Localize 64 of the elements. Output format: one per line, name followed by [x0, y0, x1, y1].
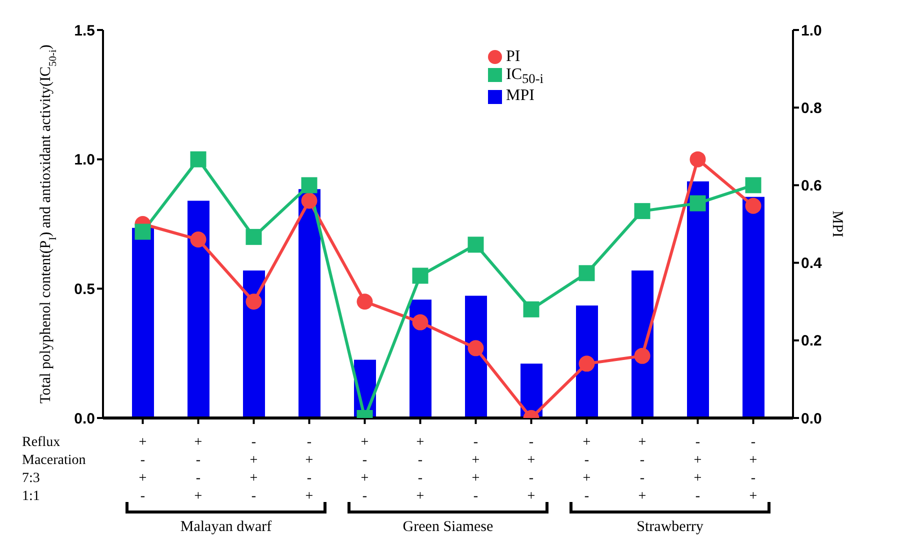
bar — [410, 300, 432, 418]
point — [356, 294, 373, 310]
legend-label: PI — [506, 48, 520, 65]
point — [578, 356, 595, 372]
point — [190, 151, 206, 168]
y2-tick-label: 1.0 — [801, 22, 822, 40]
point — [468, 236, 484, 253]
x-tick-label: - + + - — [694, 435, 702, 504]
bar — [465, 296, 487, 418]
bar — [132, 228, 154, 418]
point — [468, 340, 484, 356]
bar — [243, 270, 265, 418]
point — [412, 314, 428, 330]
point — [690, 151, 706, 168]
x-tick-label: - + + - — [250, 435, 258, 504]
bar — [188, 200, 210, 418]
bar — [742, 196, 764, 418]
text: 1:1 — [22, 489, 40, 504]
y2-axis-title: MPI — [829, 210, 845, 238]
text: Green Siamese — [402, 519, 494, 535]
text: Reflux — [22, 435, 60, 450]
x-tick-label: - + - + — [749, 435, 758, 504]
point — [523, 301, 540, 318]
bar — [632, 270, 654, 418]
point — [745, 198, 762, 214]
point — [190, 232, 206, 248]
y-tick-label: 0.0 — [74, 410, 95, 428]
legend-label: IC$_{50-i}$ — [506, 66, 544, 86]
text: Maceration — [22, 453, 86, 468]
x-tick-label: + - + - — [360, 435, 369, 504]
x-tick-label: - + - + — [305, 435, 314, 504]
x-tick-label: - + - + — [527, 435, 536, 504]
y-tick-label: 1.5 — [74, 22, 95, 40]
point — [745, 177, 762, 194]
point — [134, 224, 151, 240]
point — [690, 195, 706, 212]
point — [246, 228, 262, 245]
bar — [298, 189, 320, 418]
point — [412, 268, 428, 284]
y2-tick-label: 0.2 — [801, 332, 822, 350]
x-tick-label: + - + - — [138, 435, 147, 504]
y2-tick-label: 0.4 — [801, 255, 823, 272]
point — [301, 177, 318, 194]
legend-label: MPI — [506, 87, 534, 104]
point — [578, 265, 595, 282]
y2-tick-label: 0.6 — [801, 178, 822, 195]
x-tick-label: - + + - — [472, 435, 480, 504]
point — [634, 348, 650, 364]
text: Strawberry — [636, 519, 704, 535]
x-tick-label: + - - + — [194, 435, 202, 504]
x-tick-label: + - - + — [638, 435, 646, 504]
point — [301, 192, 318, 209]
y2-tick-label: 0.8 — [801, 100, 822, 117]
point — [246, 294, 262, 310]
y2-tick-label: 0.0 — [801, 410, 822, 428]
bar — [576, 305, 598, 418]
x-tick-label: + - - + — [416, 435, 424, 504]
y-tick-label: 1.0 — [74, 152, 95, 169]
point — [634, 203, 650, 220]
text: Malayan dwarf — [180, 519, 272, 535]
text: 7:3 — [22, 471, 40, 486]
x-tick-label: + - + - — [582, 435, 591, 504]
bar — [687, 181, 709, 418]
y-tick-label: 0.5 — [74, 280, 95, 298]
